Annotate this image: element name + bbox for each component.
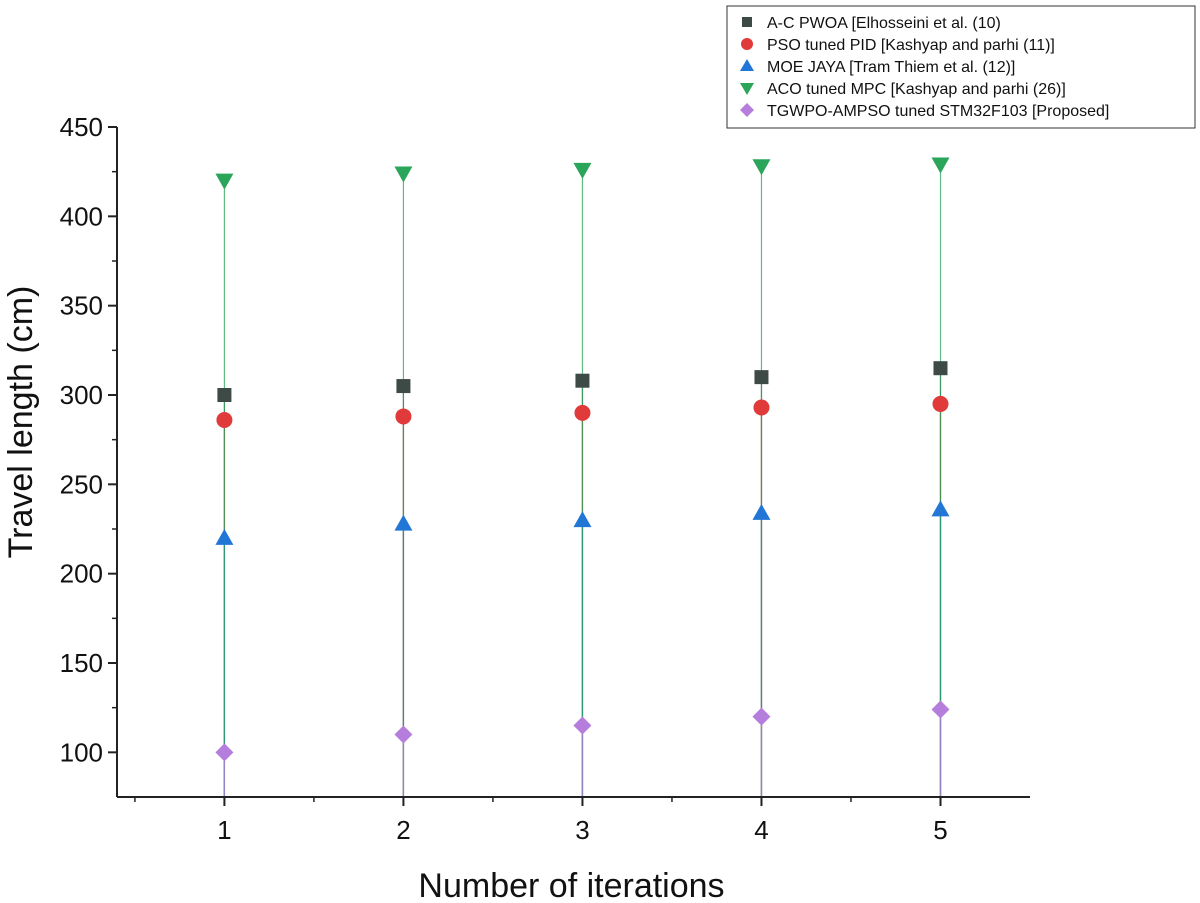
drop-lines — [223, 164, 942, 797]
x-tick-label: 5 — [933, 815, 947, 845]
y-tick-label: 100 — [60, 737, 103, 767]
x-tick-label: 4 — [754, 815, 768, 845]
x-tick-label: 1 — [217, 815, 231, 845]
y-tick-label: 250 — [60, 469, 103, 499]
data-point-series-1 — [217, 388, 232, 402]
data-point-series-5 — [394, 725, 413, 744]
y-tick-label: 200 — [60, 559, 103, 589]
data-point-series-3 — [215, 528, 234, 545]
data-point-series-2 — [395, 408, 412, 425]
data-point-series-1 — [754, 370, 769, 385]
data-point-series-3 — [394, 514, 413, 531]
data-point-series-5 — [752, 707, 771, 726]
legend-label: A-C PWOA [Elhosseini et al. (10) — [767, 15, 1001, 32]
data-point-series-2 — [753, 399, 770, 416]
data-point-series-2 — [216, 412, 233, 429]
data-point-series-3 — [573, 511, 592, 528]
data-point-series-2 — [574, 404, 591, 421]
data-point-series-4 — [931, 157, 950, 174]
y-tick-label: 350 — [60, 291, 103, 321]
legend-marker — [742, 17, 752, 27]
x-axis-title: Number of iterations — [418, 867, 724, 903]
x-tick-label: 3 — [575, 815, 589, 845]
legend-marker — [741, 38, 753, 50]
data-point-series-5 — [215, 743, 234, 762]
data-point-series-4 — [752, 159, 771, 176]
data-point-series-2 — [932, 395, 949, 412]
legend-label: PSO tuned PID [Kashyap and parhi (11)] — [767, 37, 1055, 54]
legend-marker — [740, 103, 754, 117]
y-tick-label: 150 — [60, 648, 103, 678]
y-tick-label: 450 — [60, 112, 103, 142]
data-point-series-1 — [396, 379, 411, 394]
legend-box — [726, 5, 1196, 129]
y-tick-label: 400 — [60, 201, 103, 231]
data-point-series-1 — [575, 373, 590, 388]
legend-label: ACO tuned MPC [Kashyap and parhi (26)] — [767, 81, 1066, 98]
ticks: 100 150 200 250 300 350 400 450 1 2 3 4 5 — [60, 112, 948, 845]
legend-marker — [740, 83, 754, 95]
data-point-series-3 — [752, 503, 771, 520]
legend-label: MOE JAYA [Tram Thiem et al. (12)] — [767, 59, 1015, 76]
axes — [116, 127, 1030, 798]
data-point-series-5 — [573, 716, 592, 735]
data-point-series-4 — [394, 166, 413, 183]
y-axis-title: Travel length (cm) — [2, 286, 40, 559]
legend-label: TGWPO-AMPSO tuned STM32F103 [Proposed] — [767, 103, 1109, 120]
x-tick-label: 2 — [396, 815, 410, 845]
data-markers — [215, 157, 950, 762]
data-point-series-3 — [931, 500, 950, 517]
data-point-series-4 — [215, 173, 234, 190]
legend-marker — [740, 59, 754, 71]
data-point-series-1 — [933, 361, 948, 376]
legend: A-C PWOA [Elhosseini et al. (10) PSO tune… — [726, 5, 1196, 129]
y-tick-label: 300 — [60, 380, 103, 410]
data-point-series-4 — [573, 162, 592, 179]
data-point-series-5 — [931, 700, 950, 719]
